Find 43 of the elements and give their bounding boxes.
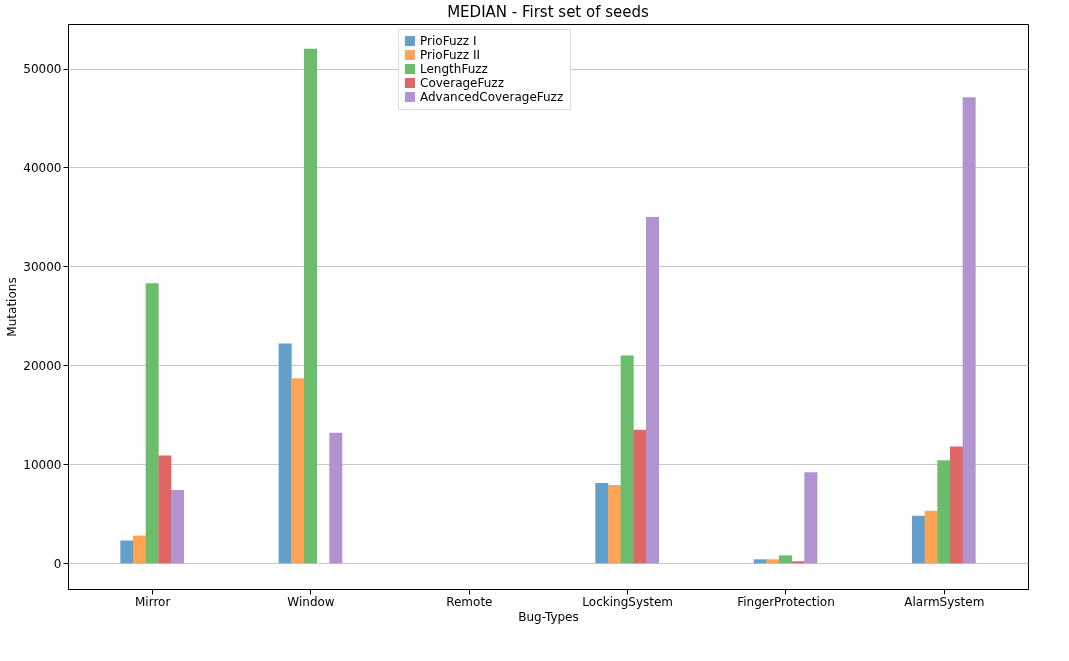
- y-tick-label: 20000: [23, 358, 62, 373]
- x-tick-label: FingerProtection: [737, 594, 835, 609]
- x-axis-title: Bug-Types: [518, 609, 579, 624]
- y-tick-label: 0: [53, 556, 62, 571]
- bar: [158, 455, 172, 564]
- legend-label: PrioFuzz II: [420, 48, 480, 62]
- x-tick-label: AlarmSystem: [904, 594, 985, 609]
- legend-label: PrioFuzz I: [420, 34, 477, 48]
- bar: [962, 97, 976, 564]
- x-tick-label: Remote: [446, 594, 493, 609]
- bar: [304, 48, 317, 564]
- bar: [329, 432, 343, 564]
- bar: [924, 510, 938, 564]
- y-tick-label: 40000: [23, 160, 62, 175]
- legend-label: LengthFuzz: [420, 62, 488, 76]
- y-axis-title: Mutations: [5, 277, 20, 337]
- bar: [804, 472, 818, 564]
- x-tick-label: LockingSystem: [582, 594, 673, 609]
- bar: [595, 483, 609, 564]
- legend-label: CoverageFuzz: [420, 76, 504, 90]
- bar: [278, 343, 292, 564]
- bar: [633, 429, 647, 564]
- bar: [912, 515, 925, 564]
- bar: [766, 559, 780, 564]
- y-tick-label: 30000: [23, 259, 62, 274]
- bar: [779, 555, 792, 564]
- bar: [608, 485, 621, 564]
- x-tick-label: Window: [287, 594, 335, 609]
- legend-label: AdvancedCoverageFuzz: [420, 90, 564, 104]
- y-tick-label: 10000: [23, 457, 62, 472]
- bar: [753, 559, 767, 564]
- bar: [120, 540, 134, 564]
- bar: [145, 283, 159, 564]
- bar: [646, 216, 659, 564]
- bar: [133, 535, 146, 564]
- bar: [937, 460, 951, 564]
- bar: [171, 490, 184, 564]
- y-tick-label: 50000: [23, 62, 62, 77]
- bar: [620, 355, 634, 564]
- chart-title: MEDIAN - First set of seeds: [447, 3, 650, 21]
- bar: [950, 446, 963, 564]
- x-tick-label: Mirror: [134, 594, 171, 609]
- bar: [291, 378, 305, 564]
